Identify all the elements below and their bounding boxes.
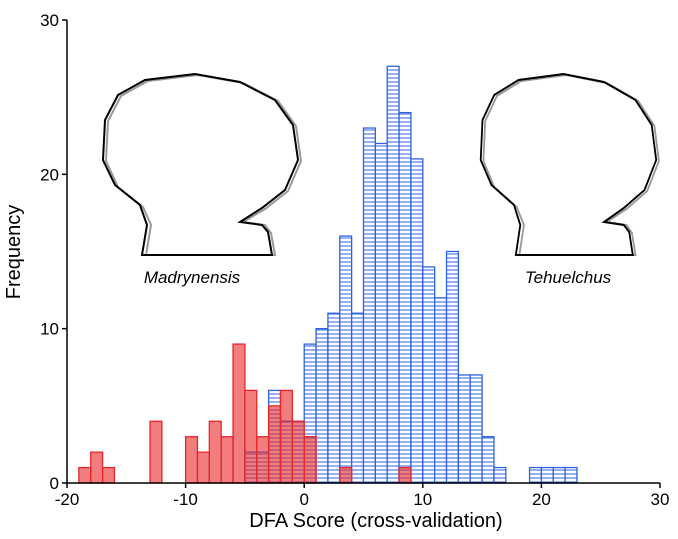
bar bbox=[364, 128, 376, 483]
bar bbox=[292, 421, 304, 483]
bar bbox=[387, 66, 399, 483]
shell-left bbox=[103, 74, 301, 255]
bar bbox=[565, 468, 577, 483]
bar bbox=[257, 437, 269, 483]
bar bbox=[197, 452, 209, 483]
bar bbox=[470, 375, 482, 483]
bar bbox=[399, 113, 411, 483]
bar bbox=[221, 437, 233, 483]
bar bbox=[186, 437, 198, 483]
bar bbox=[447, 252, 459, 484]
bar bbox=[269, 406, 281, 483]
bar bbox=[482, 437, 494, 483]
bar bbox=[458, 375, 470, 483]
bar bbox=[79, 468, 91, 483]
shell-right bbox=[481, 74, 659, 255]
y-tick-label: 20 bbox=[40, 165, 59, 184]
bar bbox=[103, 468, 115, 483]
annotation: Tehuelchus bbox=[525, 268, 612, 287]
x-tick-label: 0 bbox=[299, 490, 308, 509]
bar bbox=[411, 159, 423, 483]
x-tick-label: 30 bbox=[651, 490, 670, 509]
bar bbox=[340, 236, 352, 483]
x-tick-label: -20 bbox=[55, 490, 80, 509]
bar bbox=[280, 390, 292, 483]
bar bbox=[423, 267, 435, 483]
x-tick-label: -10 bbox=[173, 490, 198, 509]
bar bbox=[209, 421, 221, 483]
bar bbox=[91, 452, 103, 483]
x-tick-label: 20 bbox=[532, 490, 551, 509]
y-tick-label: 30 bbox=[40, 11, 59, 30]
x-axis-title: DFA Score (cross-validation) bbox=[249, 510, 502, 532]
annotation: Madrynensis bbox=[144, 268, 241, 287]
bar bbox=[494, 468, 506, 483]
y-tick-label: 10 bbox=[40, 320, 59, 339]
bar bbox=[328, 313, 340, 483]
bar bbox=[304, 437, 316, 483]
bar bbox=[399, 468, 411, 483]
bar bbox=[340, 468, 352, 483]
y-axis-title: Frequency bbox=[3, 205, 25, 300]
bar bbox=[150, 421, 162, 483]
bar bbox=[375, 143, 387, 483]
x-tick-label: 10 bbox=[413, 490, 432, 509]
bar bbox=[435, 298, 447, 483]
bar bbox=[316, 329, 328, 483]
bar bbox=[245, 390, 257, 483]
bar bbox=[233, 344, 245, 483]
bar bbox=[530, 468, 542, 483]
bar bbox=[553, 468, 565, 483]
bar bbox=[541, 468, 553, 483]
chart: Madrynensis Tehuelchus DFA Score (cross-… bbox=[0, 0, 678, 534]
bar bbox=[352, 313, 364, 483]
